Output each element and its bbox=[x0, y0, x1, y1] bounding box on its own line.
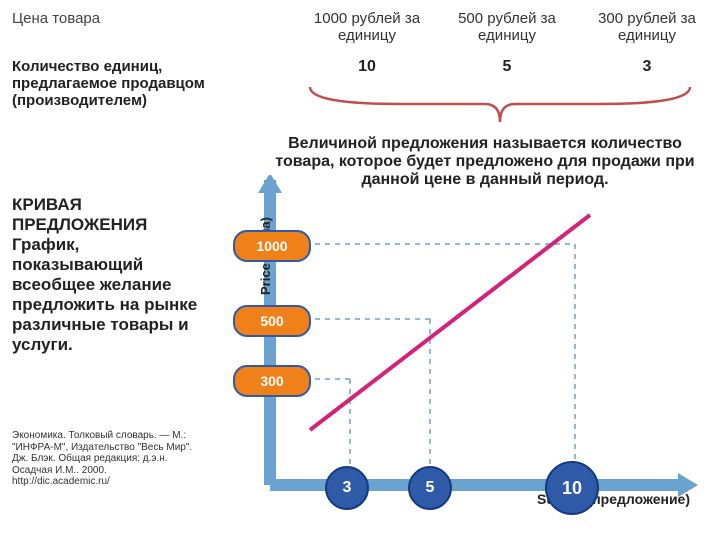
qty-val-3: 3 bbox=[592, 58, 702, 76]
price-badge-1000: 1000 bbox=[233, 230, 311, 262]
qty-val-1: 10 bbox=[312, 58, 422, 76]
supply-chart: Price ( цена) Supply (предложение) 1000 … bbox=[220, 175, 700, 525]
page: { "header": { "price_label": "Цена товар… bbox=[0, 0, 720, 540]
price-badge-500: 500 bbox=[233, 305, 311, 337]
qty-badge-5: 5 bbox=[408, 466, 452, 510]
price-col-3: 300 рублей за единицу bbox=[592, 10, 702, 44]
side-source: Экономика. Толковый словарь. — М.: "ИНФР… bbox=[12, 430, 202, 488]
price-col-2: 500 рублей за единицу bbox=[452, 10, 562, 44]
side-block: КРИВАЯ ПРЕДЛОЖЕНИЯ График, показывающий … bbox=[12, 195, 202, 355]
qty-label: Количество единиц, предлагаемое продавцо… bbox=[12, 58, 232, 109]
qty-badge-3: 3 bbox=[325, 466, 369, 510]
brace-icon bbox=[300, 82, 700, 137]
qty-badge-10: 10 bbox=[545, 461, 599, 515]
price-col-1: 1000 рублей за единицу bbox=[312, 10, 422, 44]
chart-svg bbox=[220, 175, 700, 525]
price-badge-300: 300 bbox=[233, 365, 311, 397]
side-title: КРИВАЯ ПРЕДЛОЖЕНИЯ bbox=[12, 195, 147, 234]
side-body: График, показывающий всеобщее желание пр… bbox=[12, 235, 197, 354]
price-header-label: Цена товара bbox=[12, 10, 222, 27]
qty-val-2: 5 bbox=[452, 58, 562, 76]
